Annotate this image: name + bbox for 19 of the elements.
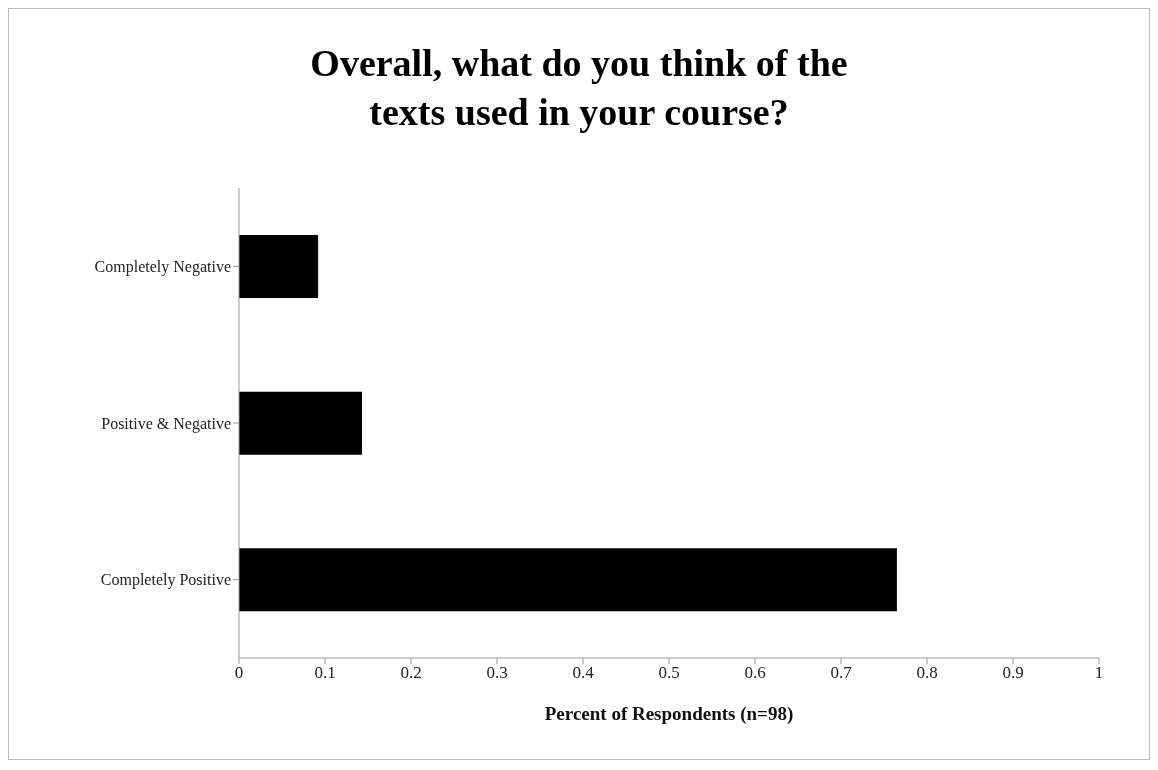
x-tick-label: 0: [234, 662, 244, 682]
bar: [239, 548, 897, 612]
bar: [239, 234, 319, 298]
y-tick-label: Completely Positive: [100, 571, 231, 590]
x-tick-label: 1: [1094, 662, 1104, 682]
chart-title: Overall, what do you think of the texts used in your course?: [309, 41, 849, 136]
x-tick-label: 0.9: [1002, 662, 1024, 682]
y-tick-label: Positive & Negative: [101, 414, 231, 433]
x-tick-label: 0.5: [658, 662, 680, 682]
x-tick-label: 0.2: [400, 662, 422, 682]
x-tick-label: 0.4: [572, 662, 595, 682]
x-tick-label: 0.1: [314, 662, 336, 682]
x-axis-title: Percent of Respondents (n=98): [544, 702, 794, 725]
y-tick-label: Completely Negative: [94, 257, 231, 276]
x-tick-label: 0.6: [744, 662, 766, 682]
x-tick-label: 0.8: [916, 662, 938, 682]
bar: [239, 391, 362, 455]
x-tick-label: 0.3: [486, 662, 508, 682]
x-tick-label: 0.7: [830, 662, 853, 682]
